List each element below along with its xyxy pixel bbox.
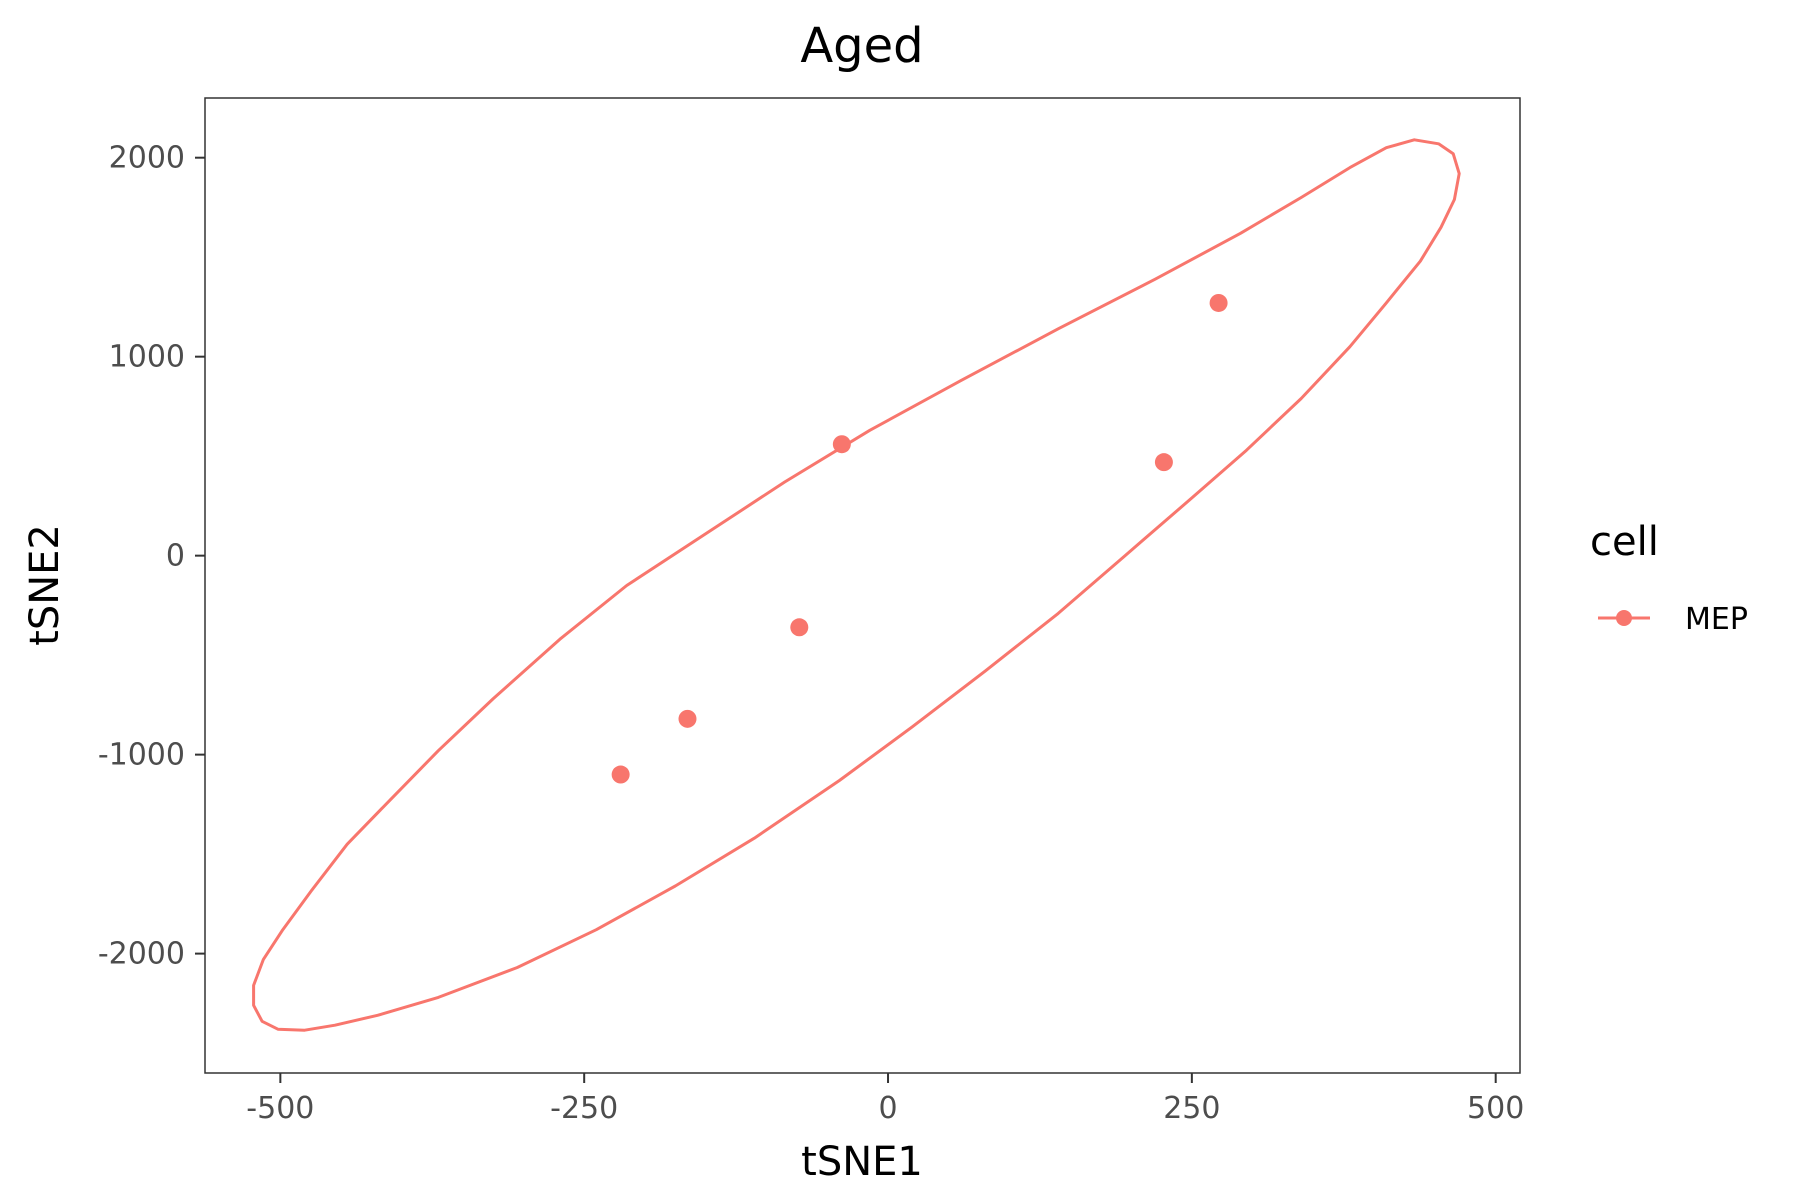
data-point [832,435,851,454]
y-tick-label: 2000 [109,141,185,176]
points-layer [611,293,1228,784]
data-point [790,618,809,637]
data-point [1154,453,1173,472]
data-point [1209,293,1228,312]
x-tick-label: -250 [550,1091,618,1126]
legend: cell MEP [1590,519,1748,637]
y-tick-label: 0 [166,539,185,574]
y-tick-label: 1000 [109,340,185,375]
plot-panel [204,97,1521,1074]
y-tick-label: -2000 [98,937,185,972]
y-tick-label: -1000 [98,738,185,773]
x-axis-title: tSNE1 [801,1139,923,1185]
chart-title: Aged [800,18,923,74]
legend-title: cell [1590,519,1659,565]
y-axis-title: tSNE2 [22,524,68,646]
x-tick-label: 250 [1163,1091,1220,1126]
ellipse-layer [252,138,1461,1032]
x-tick-label: -500 [246,1091,314,1126]
x-axis: -500 -250 0 250 500 [246,1073,1524,1126]
legend-label-mep: MEP [1685,602,1748,637]
x-tick-label: 0 [878,1091,897,1126]
confidence-ellipse [252,138,1461,1032]
legend-key-point [1616,610,1632,626]
data-point [611,765,630,784]
y-axis: 2000 1000 0 -1000 -2000 [98,141,205,972]
x-tick-label: 500 [1467,1091,1524,1126]
data-point [678,709,697,728]
